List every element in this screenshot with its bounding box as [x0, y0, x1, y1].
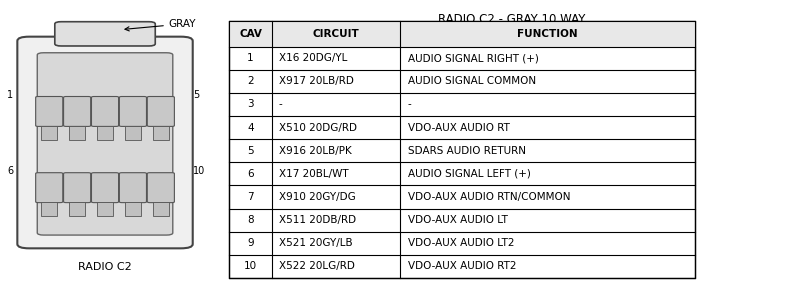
Bar — [69, 126, 85, 140]
Text: 7: 7 — [247, 192, 254, 202]
Bar — [42, 126, 57, 140]
Text: VDO-AUX AUDIO LT2: VDO-AUX AUDIO LT2 — [408, 238, 514, 248]
FancyBboxPatch shape — [63, 173, 90, 203]
Text: CIRCUIT: CIRCUIT — [313, 29, 359, 39]
Bar — [153, 126, 169, 140]
Text: X917 20LB/RD: X917 20LB/RD — [279, 76, 354, 86]
Bar — [69, 202, 85, 216]
FancyBboxPatch shape — [55, 22, 155, 46]
Text: CAV: CAV — [239, 29, 262, 39]
FancyBboxPatch shape — [147, 97, 174, 127]
Text: RADIO C2: RADIO C2 — [78, 262, 132, 272]
Bar — [97, 126, 113, 140]
Bar — [125, 126, 141, 140]
Text: X522 20LG/RD: X522 20LG/RD — [279, 261, 354, 271]
Text: X16 20DG/YL: X16 20DG/YL — [279, 53, 347, 63]
Text: X521 20GY/LB: X521 20GY/LB — [279, 238, 353, 248]
Text: AUDIO SIGNAL COMMON: AUDIO SIGNAL COMMON — [408, 76, 536, 86]
Text: VDO-AUX AUDIO RT: VDO-AUX AUDIO RT — [408, 123, 510, 133]
Text: GRAY: GRAY — [125, 19, 196, 31]
FancyBboxPatch shape — [36, 97, 62, 127]
Text: FUNCTION: FUNCTION — [517, 29, 578, 39]
Bar — [229, 21, 695, 278]
Text: RADIO C2 - GRAY 10 WAY: RADIO C2 - GRAY 10 WAY — [438, 13, 586, 26]
Bar — [125, 202, 141, 216]
Text: 6: 6 — [7, 166, 14, 176]
Text: VDO-AUX AUDIO LT: VDO-AUX AUDIO LT — [408, 215, 508, 225]
Text: SDARS AUDIO RETURN: SDARS AUDIO RETURN — [408, 146, 526, 156]
FancyBboxPatch shape — [63, 97, 90, 127]
Bar — [229, 21, 695, 46]
FancyBboxPatch shape — [119, 97, 146, 127]
Text: 2: 2 — [247, 76, 254, 86]
Text: 1: 1 — [247, 53, 254, 63]
Text: -: - — [279, 99, 282, 109]
Text: X910 20GY/DG: X910 20GY/DG — [279, 192, 355, 202]
Text: X510 20DG/RD: X510 20DG/RD — [279, 123, 357, 133]
Text: 9: 9 — [247, 238, 254, 248]
Text: 1: 1 — [7, 89, 14, 99]
FancyBboxPatch shape — [36, 173, 62, 203]
FancyBboxPatch shape — [147, 173, 174, 203]
FancyBboxPatch shape — [91, 173, 118, 203]
Text: -: - — [408, 99, 412, 109]
Text: X916 20LB/PK: X916 20LB/PK — [279, 146, 351, 156]
Text: 5: 5 — [193, 89, 199, 99]
Bar — [42, 202, 57, 216]
Text: 10: 10 — [193, 166, 205, 176]
Text: 8: 8 — [247, 215, 254, 225]
Text: VDO-AUX AUDIO RTN/COMMON: VDO-AUX AUDIO RTN/COMMON — [408, 192, 570, 202]
Text: 4: 4 — [247, 123, 254, 133]
Bar — [153, 202, 169, 216]
Text: X17 20BL/WT: X17 20BL/WT — [279, 169, 349, 179]
Text: AUDIO SIGNAL LEFT (+): AUDIO SIGNAL LEFT (+) — [408, 169, 531, 179]
Text: 5: 5 — [247, 146, 254, 156]
FancyBboxPatch shape — [18, 37, 193, 248]
Text: VDO-AUX AUDIO RT2: VDO-AUX AUDIO RT2 — [408, 261, 517, 271]
Text: 3: 3 — [247, 99, 254, 109]
FancyBboxPatch shape — [91, 97, 118, 127]
Text: 10: 10 — [244, 261, 257, 271]
Bar — [97, 202, 113, 216]
Text: X511 20DB/RD: X511 20DB/RD — [279, 215, 356, 225]
FancyBboxPatch shape — [38, 53, 173, 235]
FancyBboxPatch shape — [119, 173, 146, 203]
Text: AUDIO SIGNAL RIGHT (+): AUDIO SIGNAL RIGHT (+) — [408, 53, 539, 63]
Text: 6: 6 — [247, 169, 254, 179]
